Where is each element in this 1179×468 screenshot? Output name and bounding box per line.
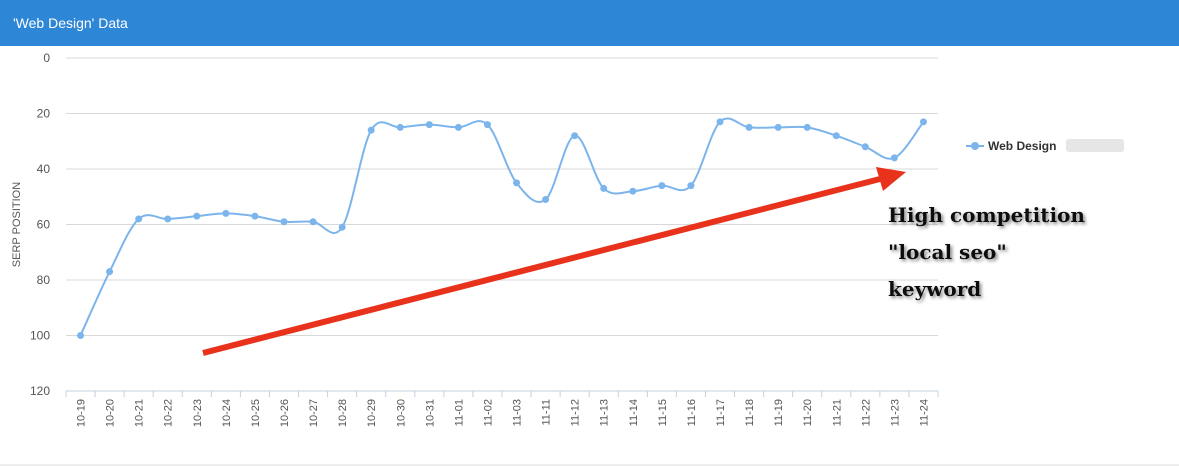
x-tick-label: 11-19 <box>773 399 785 426</box>
data-point <box>454 123 462 131</box>
x-tick-label: 10-26 <box>279 399 291 427</box>
x-tick-label: 10-28 <box>337 399 349 427</box>
data-point <box>571 132 579 140</box>
data-point <box>658 182 666 190</box>
x-tick-label: 10-19 <box>76 399 88 427</box>
data-point <box>425 121 433 129</box>
x-tick-label: 10-29 <box>366 399 378 427</box>
legend-marker <box>971 142 979 150</box>
data-point <box>396 123 404 131</box>
series-line <box>79 117 925 336</box>
data-point <box>338 223 346 231</box>
data-point <box>832 132 840 140</box>
data-point <box>164 215 172 223</box>
data-point <box>716 118 724 126</box>
data-point <box>803 123 811 131</box>
y-tick-label: 0 <box>43 51 50 65</box>
annotation-arrowhead <box>876 167 906 191</box>
x-tick-label: 11-21 <box>831 399 843 426</box>
x-tick-label: 11-18 <box>744 399 756 426</box>
x-tick-label: 11-23 <box>889 399 901 426</box>
x-tick-label: 10-24 <box>221 399 233 427</box>
y-tick-label: 40 <box>37 162 51 176</box>
data-point <box>629 187 637 195</box>
x-tick-label: 11-13 <box>599 399 611 426</box>
data-point <box>222 209 230 217</box>
x-tick-label: 11-20 <box>802 399 814 426</box>
x-tick-label: 10-22 <box>163 399 175 427</box>
x-tick-label: 10-27 <box>308 399 320 427</box>
data-point <box>280 218 288 226</box>
data-point <box>745 123 753 131</box>
annotation-arrow <box>202 176 881 356</box>
data-point <box>135 215 143 223</box>
y-tick-label: 100 <box>30 329 50 343</box>
data-point <box>309 218 317 226</box>
x-tick-label: 11-14 <box>628 399 640 426</box>
x-tick-label: 11-02 <box>482 399 494 426</box>
x-tick-label: 11-22 <box>860 399 872 426</box>
x-tick-label: 11-15 <box>657 399 669 426</box>
x-tick-label: 10-20 <box>105 399 117 427</box>
data-point <box>367 126 375 134</box>
x-tick-label: 10-25 <box>250 399 262 427</box>
x-tick-label: 10-30 <box>395 399 407 427</box>
x-tick-label: 11-01 <box>453 399 465 426</box>
y-axis-label: SERP POSITION <box>11 182 23 267</box>
data-point <box>193 212 201 220</box>
y-tick-label: 120 <box>30 384 50 398</box>
legend-label: Web Design <box>988 139 1056 153</box>
y-tick-label: 20 <box>37 107 51 121</box>
data-point <box>774 123 782 131</box>
x-tick-label: 10-21 <box>134 399 146 427</box>
data-point <box>77 332 85 339</box>
x-tick-label: 10-23 <box>192 399 204 427</box>
data-point <box>513 179 521 187</box>
x-tick-label: 11-03 <box>512 399 524 426</box>
y-tick-label: 60 <box>37 218 51 232</box>
data-point <box>483 121 491 129</box>
legend-blur <box>1066 139 1124 152</box>
data-point <box>890 154 898 162</box>
data-point <box>687 182 695 190</box>
data-point <box>600 184 608 192</box>
annotation-text: High competition <box>888 203 1085 227</box>
data-point <box>919 118 927 126</box>
data-point <box>542 196 550 204</box>
x-tick-label: 11-12 <box>570 399 582 426</box>
annotation-text: "local seo" <box>888 240 1007 264</box>
data-point <box>251 212 259 220</box>
x-tick-label: 11-24 <box>918 399 930 426</box>
header-title: 'Web Design' Data <box>13 15 128 31</box>
annotation-text: keyword <box>888 277 981 301</box>
data-point <box>106 268 114 276</box>
x-tick-label: 11-16 <box>686 399 698 426</box>
x-tick-label: 11-17 <box>715 399 727 426</box>
y-tick-label: 80 <box>37 273 51 287</box>
x-tick-label: 10-31 <box>424 399 436 427</box>
header-bar <box>0 0 1179 46</box>
x-tick-label: 11-11 <box>541 399 553 426</box>
data-point <box>861 143 869 151</box>
